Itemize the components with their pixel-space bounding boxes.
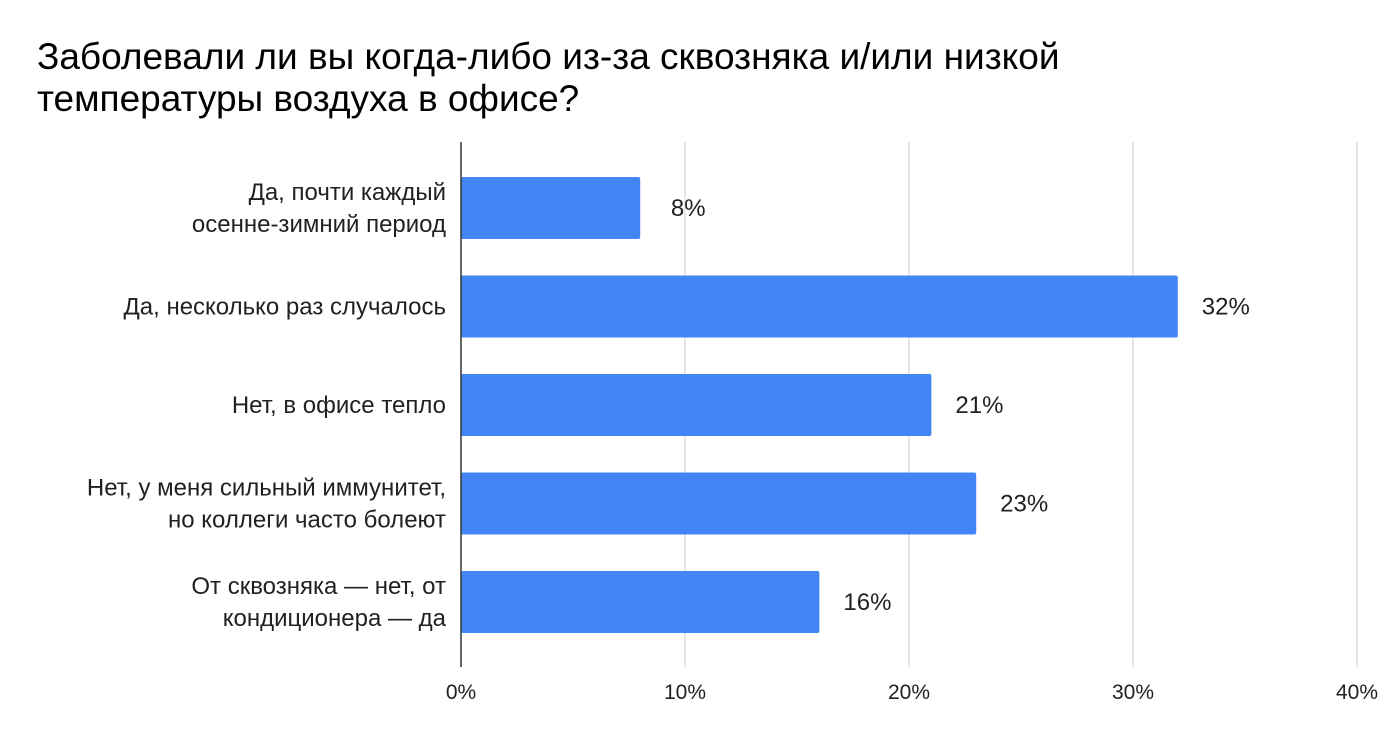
data-label: 32% xyxy=(1202,294,1250,321)
data-labels: 8% 32% 21% 23% 16% xyxy=(671,195,1250,616)
data-label: 16% xyxy=(843,589,891,616)
chart-title: Заболевали ли вы когда-либо из-за сквозн… xyxy=(37,36,1060,119)
category-label: От сквозняка — нет, от кондиционера — да xyxy=(191,573,446,632)
bar xyxy=(461,275,1178,338)
category-label: Нет, в офисе тепло xyxy=(232,392,446,419)
x-tick-label: 40% xyxy=(1336,681,1378,704)
x-tick-label: 10% xyxy=(664,681,706,704)
data-label: 8% xyxy=(671,195,706,222)
bar xyxy=(461,177,641,239)
x-tick-label: 20% xyxy=(888,681,930,704)
category-labels: Да, почти каждый осенне-зимний период Да, … xyxy=(87,179,447,632)
category-label: Да, почти каждый осенне-зимний период xyxy=(192,179,446,238)
category-label: Да, несколько раз случалось xyxy=(124,294,447,321)
bar xyxy=(461,374,932,436)
bars xyxy=(461,177,1178,633)
x-tick-label: 0% xyxy=(446,681,476,704)
data-label: 23% xyxy=(1000,491,1048,518)
x-tick-label: 30% xyxy=(1112,681,1154,704)
x-tick-labels: 0% 10% 20% 30% 40% xyxy=(446,681,1378,704)
bar xyxy=(461,571,820,633)
category-label: Нет, у меня сильный иммунитет, но коллеги… xyxy=(87,475,446,534)
data-label: 21% xyxy=(955,392,1003,419)
bar xyxy=(461,472,977,535)
